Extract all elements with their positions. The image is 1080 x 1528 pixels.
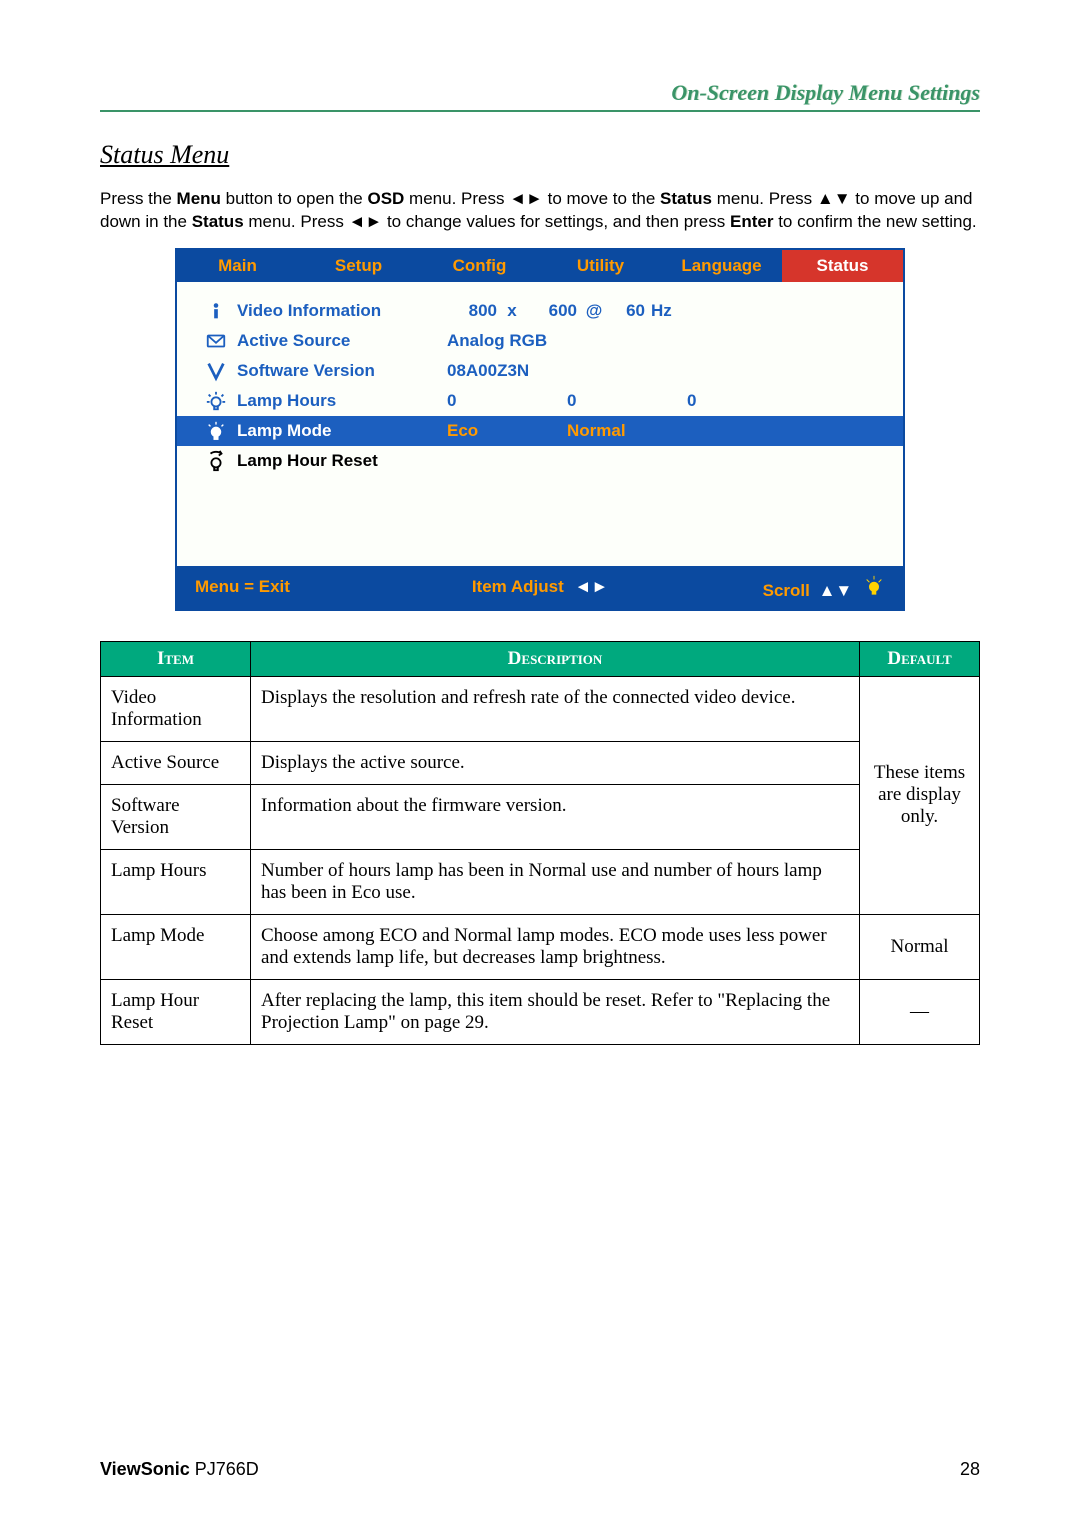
bold-menu: Menu [177, 189, 221, 208]
bold-status: Status [192, 212, 244, 231]
osd-body: Video Information800x600@60HzActive Sour… [177, 282, 903, 566]
cell-description: After replacing the lamp, this item shou… [251, 979, 860, 1044]
source-icon [195, 330, 237, 352]
th-item: Item [101, 641, 251, 676]
bold-osd: OSD [367, 189, 404, 208]
cell-item: Lamp Hours [101, 849, 251, 914]
osd-row-label: Active Source [237, 331, 447, 351]
cell-default: Normal [860, 914, 980, 979]
osd-row-value-eco: Eco [447, 421, 567, 441]
description-table: Item Description Default Video Informati… [100, 641, 980, 1045]
cell-description: Information about the firmware version. [251, 784, 860, 849]
osd-tab-setup[interactable]: Setup [298, 250, 419, 282]
txt: to change values for settings, and then … [387, 212, 730, 231]
osd-tab-utility[interactable]: Utility [540, 250, 661, 282]
cell-item: Active Source [101, 741, 251, 784]
txt: menu. Press [409, 189, 509, 208]
section-title: Status Menu [100, 140, 980, 170]
osd-row-value: Analog RGB [447, 331, 547, 351]
intro-paragraph: Press the Menu button to open the OSD me… [100, 188, 980, 234]
osd-row-value: 0 [447, 391, 567, 411]
osd-row-label: Lamp Hour Reset [237, 451, 447, 471]
osd-row-active-source[interactable]: Active SourceAnalog RGB [195, 326, 885, 356]
osd-row-lamp-hours[interactable]: Lamp Hours000 [195, 386, 885, 416]
osd-row-label: Lamp Mode [237, 421, 447, 441]
arrows-lr-icon: ◄► [509, 189, 543, 208]
table-row: Video InformationDisplays the resolution… [101, 676, 980, 741]
lamp-sel-icon [195, 420, 237, 442]
lamp-icon [195, 390, 237, 412]
info-icon [195, 300, 237, 322]
th-description: Description [251, 641, 860, 676]
cell-item: Video Information [101, 676, 251, 741]
txt: button to open the [226, 189, 368, 208]
version-icon [195, 360, 237, 382]
arrows-ud-icon: ▲▼ [817, 189, 851, 208]
arrows-lr-icon: ◄► [349, 212, 383, 231]
table-row: Lamp HoursNumber of hours lamp has been … [101, 849, 980, 914]
cell-description: Number of hours lamp has been in Normal … [251, 849, 860, 914]
osd-row-label: Video Information [237, 301, 447, 321]
bold-status: Status [660, 189, 712, 208]
osd-tab-main[interactable]: Main [177, 250, 298, 282]
osd-panel: MainSetupConfigUtilityLanguageStatus Vid… [175, 248, 905, 611]
reset-icon [195, 450, 237, 472]
osd-row-lamp-hour-reset[interactable]: Lamp Hour Reset [195, 446, 885, 476]
txt: Item Adjust [472, 577, 564, 596]
txt: Press the [100, 189, 177, 208]
osd-tab-language[interactable]: Language [661, 250, 782, 282]
osd-tab-bar: MainSetupConfigUtilityLanguageStatus [177, 250, 903, 282]
osd-row-value: 08A00Z3N [447, 361, 529, 381]
osd-row-value: 0 [687, 391, 807, 411]
table-row: Active SourceDisplays the active source. [101, 741, 980, 784]
osd-row-value-normal: Normal [567, 421, 687, 441]
osd-row-software-version[interactable]: Software Version08A00Z3N [195, 356, 885, 386]
cell-description: Displays the resolution and refresh rate… [251, 676, 860, 741]
txt: to confirm the new setting. [778, 212, 976, 231]
txt: menu. Press [248, 212, 348, 231]
brand-model: PJ766D [195, 1459, 259, 1479]
cell-default: These items are display only. [860, 676, 980, 914]
bold-enter: Enter [730, 212, 773, 231]
table-row: Lamp ModeChoose among ECO and Normal lam… [101, 914, 980, 979]
lamp-tip-icon [863, 574, 885, 601]
txt: to move to the [548, 189, 660, 208]
arrows-ud-icon: ▲▼ [819, 581, 853, 600]
osd-row-video-information[interactable]: Video Information800x600@60Hz [195, 296, 885, 326]
table-row: Software VersionInformation about the fi… [101, 784, 980, 849]
osd-screenshot: MainSetupConfigUtilityLanguageStatus Vid… [100, 248, 980, 611]
osd-tab-status[interactable]: Status [782, 250, 903, 282]
txt: menu. Press [717, 189, 817, 208]
txt: Scroll [763, 581, 810, 600]
footer-brand: ViewSonic PJ766D [100, 1459, 259, 1480]
cell-default: — [860, 979, 980, 1044]
osd-footer-adjust: Item Adjust ◄► [425, 577, 655, 597]
page-footer: ViewSonic PJ766D 28 [100, 1459, 980, 1480]
osd-row-value: 800x600@60Hz [447, 301, 679, 321]
page-header: On-Screen Display Menu Settings [100, 80, 980, 112]
cell-description: Displays the active source. [251, 741, 860, 784]
cell-item: Lamp Mode [101, 914, 251, 979]
osd-row-label: Software Version [237, 361, 447, 381]
osd-row-lamp-mode[interactable]: Lamp ModeEcoNormal [177, 416, 903, 446]
cell-item: Lamp Hour Reset [101, 979, 251, 1044]
osd-tab-config[interactable]: Config [419, 250, 540, 282]
osd-footer: Menu = Exit Item Adjust ◄► Scroll ▲▼ [177, 566, 903, 609]
arrows-lr-icon: ◄► [575, 577, 609, 596]
th-default: Default [860, 641, 980, 676]
osd-row-value: 0 [567, 391, 687, 411]
footer-page-number: 28 [960, 1459, 980, 1480]
brand-bold: ViewSonic [100, 1459, 190, 1479]
table-row: Lamp Hour ResetAfter replacing the lamp,… [101, 979, 980, 1044]
osd-row-label: Lamp Hours [237, 391, 447, 411]
cell-description: Choose among ECO and Normal lamp modes. … [251, 914, 860, 979]
cell-item: Software Version [101, 784, 251, 849]
osd-footer-exit: Menu = Exit [195, 577, 425, 597]
osd-footer-scroll: Scroll ▲▼ [655, 574, 885, 601]
